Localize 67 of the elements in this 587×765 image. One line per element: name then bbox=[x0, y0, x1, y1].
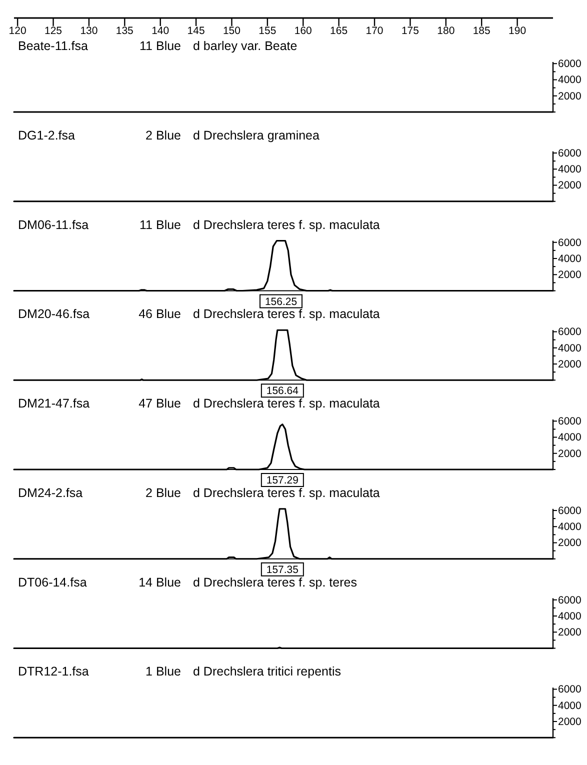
x-tick-label: 135 bbox=[116, 25, 134, 37]
x-tick-label: 180 bbox=[437, 25, 455, 37]
y-tick-label: 2000 bbox=[558, 180, 582, 192]
y-tick-label: 4000 bbox=[558, 521, 582, 534]
x-tick-label: 145 bbox=[187, 25, 205, 37]
text: d Drechslera teres f. sp. maculata bbox=[193, 218, 380, 232]
y-tick-label: 4000 bbox=[558, 74, 582, 86]
text: d Drechslera graminea bbox=[193, 128, 320, 142]
text: d barley var. Beate bbox=[193, 39, 298, 53]
text: 14 Blue bbox=[138, 575, 182, 590]
text: d Drechslera teres f. sp. maculata bbox=[193, 486, 380, 500]
x-tick-label: 160 bbox=[294, 25, 312, 37]
y-tick-label: 2000 bbox=[558, 716, 582, 728]
y-tick-label: 4000 bbox=[558, 700, 582, 712]
text: 157.29 bbox=[266, 474, 299, 486]
chart-title: DM20-46.fsa bbox=[18, 307, 90, 322]
y-tick-label: 2000 bbox=[558, 537, 582, 550]
text: 2 Blue bbox=[146, 128, 182, 142]
x-tick-label: 120 bbox=[8, 25, 26, 37]
text: 156.64 bbox=[266, 385, 299, 398]
x-tick-label: 190 bbox=[508, 25, 526, 37]
x-tick-label: 125 bbox=[44, 25, 62, 37]
x-tick-label: 130 bbox=[80, 25, 98, 37]
text: 11 Blue bbox=[140, 218, 182, 232]
text: 11 Blue bbox=[140, 39, 182, 53]
chart-title: DTR12-1.fsa bbox=[18, 664, 89, 679]
x-tick-label: 140 bbox=[152, 25, 170, 37]
x-tick-label: 155 bbox=[258, 25, 276, 37]
y-tick-label: 2000 bbox=[558, 448, 582, 460]
chart-title: DT06-14.fsa bbox=[18, 575, 87, 590]
x-tick-label: 150 bbox=[222, 25, 241, 37]
y-tick-label: 2000 bbox=[558, 358, 582, 370]
chart-title: DG1-2.fsa bbox=[18, 128, 76, 142]
chart-title: DM24-2.fsa bbox=[18, 486, 83, 500]
text: 47 Blue bbox=[138, 396, 182, 410]
y-tick-label: 6000 bbox=[558, 416, 582, 428]
text: d Drechslera teres f. sp. teres bbox=[193, 575, 357, 590]
y-tick-label: 6000 bbox=[558, 147, 582, 160]
y-tick-label: 4000 bbox=[558, 432, 582, 444]
text: d Drechslera teres f. sp. maculata bbox=[193, 396, 380, 410]
text: 2 Blue bbox=[146, 486, 182, 500]
y-tick-label: 2000 bbox=[558, 269, 582, 282]
y-tick-label: 6000 bbox=[558, 326, 582, 338]
x-tick-label: 170 bbox=[366, 25, 384, 37]
text: d Drechslera teres f. sp. maculata bbox=[193, 307, 380, 322]
y-tick-label: 4000 bbox=[558, 342, 582, 354]
y-tick-label: 6000 bbox=[558, 504, 582, 517]
y-tick-label: 4000 bbox=[558, 610, 582, 622]
y-tick-label: 6000 bbox=[558, 58, 582, 70]
y-tick-label: 6000 bbox=[558, 684, 582, 696]
text: 46 Blue bbox=[138, 307, 182, 322]
text: d Drechslera tritici repentis bbox=[193, 664, 341, 679]
chart-title: DM21-47.fsa bbox=[18, 396, 90, 410]
x-tick-label: 165 bbox=[330, 25, 348, 37]
y-tick-label: 6000 bbox=[558, 594, 582, 606]
x-tick-label: 175 bbox=[401, 25, 420, 37]
y-tick-label: 4000 bbox=[558, 252, 582, 265]
text: 156.25 bbox=[264, 296, 298, 308]
y-tick-label: 2000 bbox=[558, 626, 582, 639]
chart-title: Beate-11.fsa bbox=[18, 39, 88, 53]
chart-title: DM06-11.fsa bbox=[18, 218, 89, 232]
x-tick-label: 185 bbox=[472, 25, 491, 37]
text: 157.35 bbox=[266, 564, 299, 576]
y-tick-label: 4000 bbox=[558, 164, 582, 176]
y-tick-label: 6000 bbox=[558, 236, 582, 249]
text: 1 Blue bbox=[146, 664, 182, 679]
y-tick-label: 2000 bbox=[558, 90, 582, 102]
